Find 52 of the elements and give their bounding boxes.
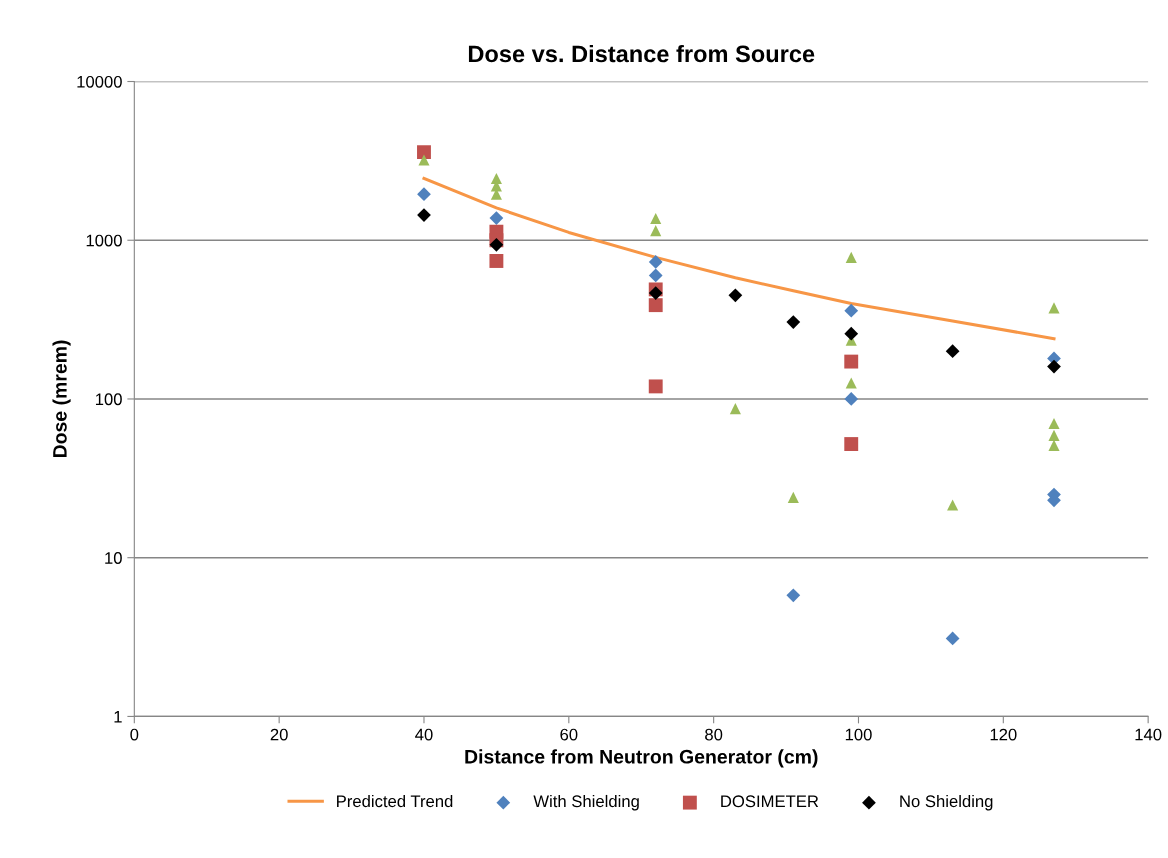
point	[1047, 359, 1061, 374]
point	[648, 379, 663, 394]
point	[417, 145, 431, 160]
point	[489, 238, 504, 252]
y-tick-label: 100	[95, 393, 122, 406]
point	[417, 187, 431, 202]
x-tick-label: 120	[990, 728, 1017, 741]
point	[844, 354, 859, 369]
line-series	[422, 176, 1056, 341]
y-tick-label: 1	[114, 711, 122, 723]
legend-label: Predicted Trend	[337, 794, 453, 808]
point	[945, 344, 960, 359]
point	[648, 298, 663, 313]
x-tick-label: 100	[845, 728, 872, 741]
point	[418, 154, 430, 166]
y-tick-label: 10000	[77, 75, 122, 88]
y-tick-label: 1000	[86, 234, 122, 247]
y-axis-title: Dose (mrem)	[52, 340, 71, 458]
legend-label: With Shielding	[533, 794, 639, 811]
point	[648, 268, 663, 283]
point	[786, 315, 801, 329]
point	[489, 254, 504, 268]
point	[1048, 429, 1060, 441]
point	[729, 403, 741, 415]
point	[786, 588, 801, 603]
x-tick-label: 140	[1135, 728, 1162, 741]
point	[844, 392, 859, 406]
x-axis-title: Distance from Neutron Generator (cm)	[465, 749, 818, 768]
point	[728, 288, 743, 303]
point	[787, 491, 799, 503]
point	[844, 326, 859, 341]
point	[1048, 418, 1060, 430]
x-tick-label: 80	[705, 728, 723, 741]
x-tick-label: 40	[415, 728, 433, 741]
x-tick-label: 20	[270, 728, 288, 741]
x-tick-label: 0	[130, 728, 139, 741]
point	[845, 377, 857, 389]
point	[945, 631, 960, 646]
point	[648, 286, 663, 300]
point	[650, 225, 662, 237]
x-tick-label: 60	[560, 728, 578, 741]
point	[1048, 302, 1060, 314]
point	[489, 211, 504, 225]
legend-label: No Shielding	[900, 794, 993, 811]
point	[844, 303, 859, 318]
point	[648, 255, 663, 269]
point	[650, 212, 662, 225]
legend-label: DOSIMETER	[721, 795, 819, 808]
point	[845, 251, 857, 263]
point	[844, 437, 859, 451]
chart-title: Dose vs. Distance from Source	[468, 44, 815, 63]
y-tick-label: 10	[105, 552, 122, 564]
